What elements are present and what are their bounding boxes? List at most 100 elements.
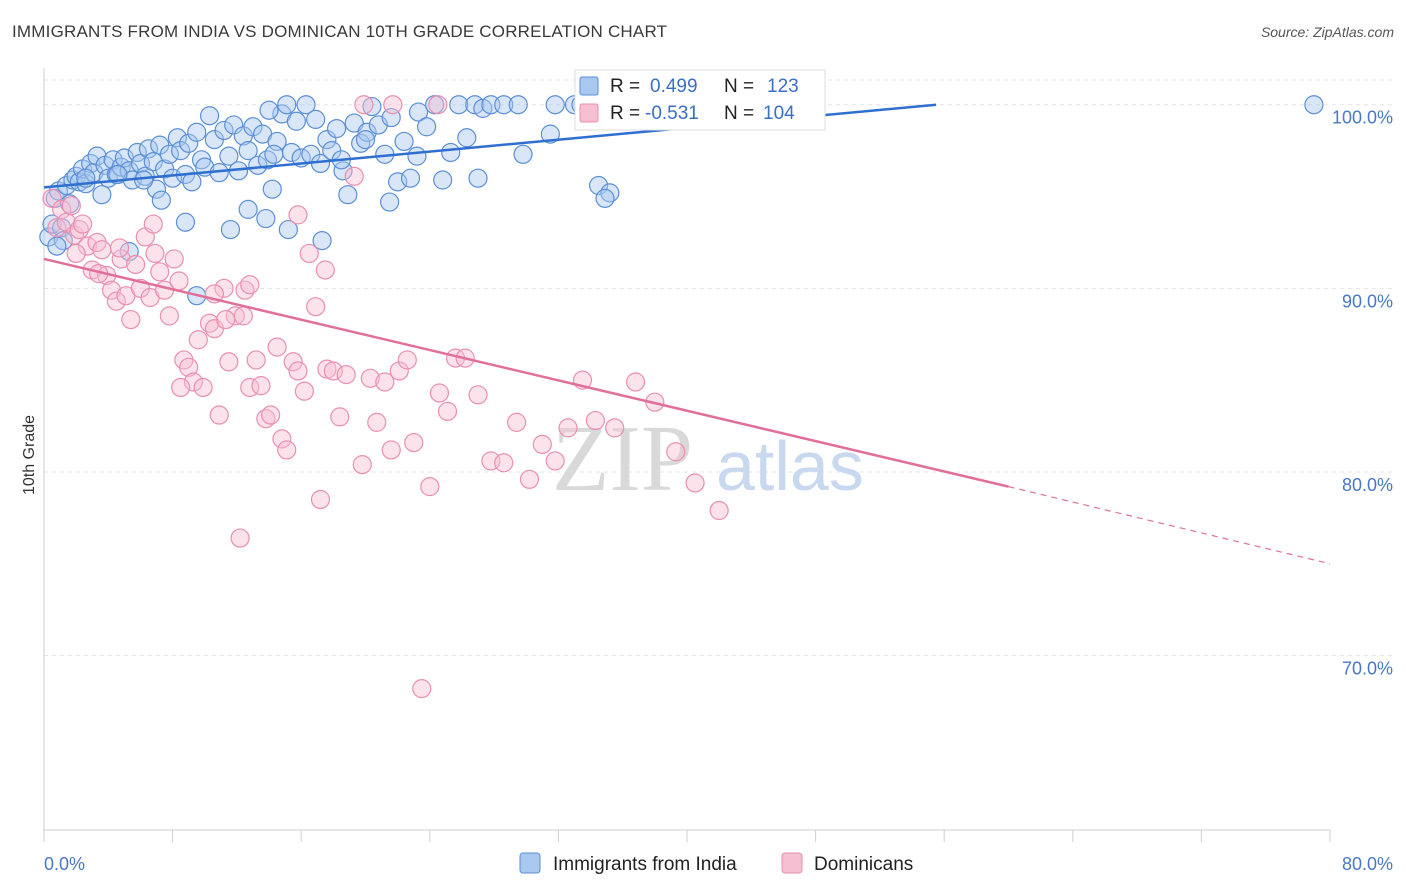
dominican-point (605, 418, 625, 438)
legend-india-n-label: N = (724, 76, 754, 97)
dominican-point (383, 95, 403, 115)
dominican-point (277, 440, 297, 460)
india-point (468, 168, 488, 188)
india-point (317, 130, 337, 150)
dominican-point (143, 214, 163, 234)
dominican-point (267, 337, 287, 357)
x-tick-label: 80.0% (1342, 854, 1393, 874)
india-point (171, 141, 191, 161)
india-point (400, 168, 421, 188)
dominican-point (354, 95, 374, 115)
dominican-point (159, 306, 179, 326)
india-point (362, 96, 382, 117)
india-point (219, 146, 239, 166)
india-point (277, 95, 297, 115)
india-point (92, 185, 112, 205)
legend-swatch-india (579, 76, 599, 96)
india-point (259, 100, 279, 120)
india-point (296, 95, 316, 115)
legend-india-n-value: 123 (767, 76, 799, 97)
india-point (238, 141, 258, 161)
dominican-trend-extension (1008, 486, 1331, 565)
dominican-point (150, 262, 170, 282)
dominican-point (188, 330, 208, 350)
legend-swatch-dominican (579, 103, 599, 123)
legend-dominican-r-label: R = (610, 103, 640, 124)
india-point (441, 142, 461, 163)
dominican-point (323, 361, 343, 381)
dominican-point (412, 679, 432, 699)
dominican-point (251, 376, 271, 396)
dominican-trend-line (43, 257, 1009, 488)
india-point (47, 236, 67, 256)
india-point (286, 111, 306, 131)
dominican-point (494, 453, 514, 473)
dominican-point (666, 442, 686, 462)
dominican-point (306, 297, 326, 317)
india-point (457, 128, 477, 148)
chart-title: IMMIGRANTS FROM INDIA VS DOMINICAN 10TH … (12, 22, 668, 41)
dominican-point (294, 381, 315, 401)
dominican-point (283, 352, 303, 372)
dominican-point (72, 214, 93, 234)
dominican-point (685, 473, 705, 493)
dominican-point (109, 238, 130, 258)
y-tick-label: 80.0% (1342, 475, 1393, 495)
bottom-legend-dominican: Dominicans (814, 854, 913, 875)
india-point (355, 130, 376, 150)
source-credit: Source: ZipAtlas.com (1260, 24, 1394, 40)
dominican-point (299, 243, 319, 264)
x-tick-label: 0.0% (44, 854, 85, 874)
india-point (151, 190, 171, 210)
india-point (243, 117, 263, 137)
dominican-point (404, 432, 424, 453)
india-point (134, 170, 154, 190)
dominican-point (61, 196, 81, 216)
india-point (408, 102, 429, 122)
y-tick-label: 70.0% (1342, 659, 1393, 679)
legend-india-r-label: R = (610, 76, 640, 97)
dominican-point (288, 361, 308, 381)
dominican-point (209, 405, 229, 425)
india-point (143, 152, 163, 172)
dominican-point (179, 357, 199, 377)
legend-india-r-value: 0.499 (650, 76, 698, 97)
series-legend: Immigrants from India Dominicans (519, 852, 913, 875)
dominican-point (169, 271, 189, 291)
india-point (433, 170, 453, 190)
india-point (159, 144, 179, 164)
dominican-point (77, 236, 98, 256)
india-point (508, 95, 528, 115)
india-point (380, 192, 400, 212)
india-point (494, 95, 514, 115)
india-point (220, 219, 241, 240)
dominican-point (310, 489, 331, 510)
dominican-point (507, 412, 527, 432)
watermark-atlas: atlas (716, 427, 864, 505)
india-point (326, 118, 347, 139)
india-point (312, 230, 332, 251)
india-point (416, 117, 437, 137)
dominican-point (360, 368, 380, 388)
dominican-point (330, 407, 350, 427)
india-point (199, 106, 220, 126)
india-point (248, 155, 268, 175)
india-point (264, 144, 284, 164)
dominican-point (52, 199, 72, 219)
india-point (449, 95, 469, 115)
dominican-point (545, 451, 565, 471)
india-point (138, 139, 159, 159)
india-point (256, 208, 276, 229)
legend-dominican-n-value: 104 (763, 103, 795, 124)
dominican-point (375, 372, 395, 392)
india-point (394, 131, 414, 152)
dominican-point (126, 254, 146, 275)
dominican-point (428, 95, 448, 115)
dominican-point (367, 412, 387, 432)
dominican-point (246, 350, 266, 370)
dominican-point (47, 218, 67, 238)
stats-legend: R = 0.499 N = 123 R = -0.531 N = 104 (574, 69, 826, 131)
dominican-point (164, 249, 184, 269)
india-point (338, 185, 358, 205)
